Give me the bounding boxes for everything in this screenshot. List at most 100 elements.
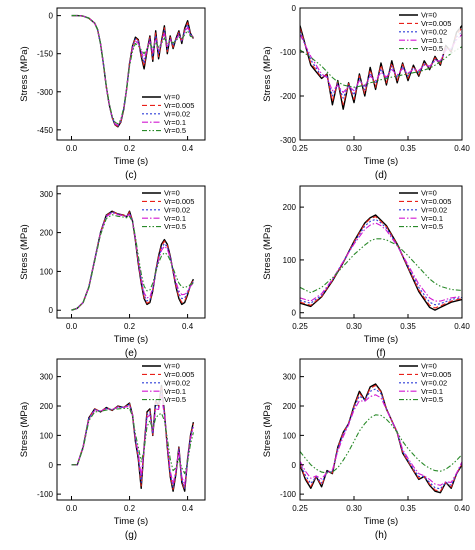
legend-box (396, 361, 460, 405)
legend-box (139, 361, 203, 405)
x-axis-label: Time (s) (364, 156, 398, 167)
legend-label: Vr=0.1 (421, 214, 443, 223)
legend-label: Vr=0.02 (164, 205, 190, 214)
y-tick-label: 0 (292, 461, 297, 470)
legend-label: Vr=0.02 (164, 378, 190, 387)
y-tick-label: -300 (37, 88, 54, 97)
y-tick-label: 200 (283, 402, 297, 411)
chart-panel: 0.0 0.2 0.4 0 100 200 300 Time (s) Stress (MPa) (… (19, 185, 206, 359)
panel-label: (d) (375, 170, 387, 181)
x-axis-label: Time (s) (364, 334, 398, 345)
x-tick-label: 0.25 (292, 144, 308, 153)
x-tick-label: 0.0 (66, 504, 78, 513)
y-axis-label: Stress (MPa) (262, 402, 273, 457)
legend-label: Vr=0.5 (164, 222, 186, 231)
y-tick-label: 0 (49, 306, 54, 315)
series-line (300, 388, 462, 490)
legend-label: Vr=0.005 (164, 197, 194, 206)
x-axis-label: Time (s) (114, 156, 148, 167)
panel-label: (h) (375, 530, 387, 541)
y-axis-label: Stress (MPa) (19, 402, 30, 457)
y-tick-label: 0 (49, 461, 54, 470)
legend-label: Vr=0.02 (421, 27, 447, 36)
y-tick-label: 300 (40, 190, 54, 199)
x-tick-label: 0.25 (292, 322, 308, 331)
series-line (71, 15, 194, 125)
series-line (71, 15, 194, 126)
plot-frame (56, 7, 206, 141)
series-line (300, 394, 462, 486)
x-tick-label: 0.30 (346, 504, 362, 513)
legend-box (139, 92, 203, 136)
x-tick-label: 0.40 (454, 322, 470, 331)
legend-label: Vr=0 (421, 189, 437, 198)
series-line (71, 396, 194, 486)
series-line (300, 27, 462, 106)
series-line (71, 211, 194, 311)
y-tick-label: 200 (283, 203, 297, 212)
panel-label: (c) (125, 170, 137, 181)
plot-frame (56, 185, 206, 319)
series-line (300, 34, 462, 94)
chart-panel: 0.25 0.30 0.35 0.40 0 -100 -200 -300 Time (s) Str… (262, 4, 470, 181)
legend-label: Vr=0.02 (421, 205, 447, 214)
series-line (300, 218, 462, 306)
y-tick-label: 200 (40, 402, 54, 411)
legend-label: Vr=0.1 (164, 387, 186, 396)
y-tick-label: 100 (40, 267, 54, 276)
legend-label: Vr=0.1 (164, 118, 186, 127)
x-tick-label: 0.35 (400, 144, 416, 153)
y-tick-label: 300 (40, 373, 54, 382)
legend-box (396, 188, 460, 232)
x-axis-label: Time (s) (364, 516, 398, 527)
x-tick-label: 0.2 (124, 144, 136, 153)
y-tick-label: 100 (283, 431, 297, 440)
x-axis-label: Time (s) (114, 516, 148, 527)
x-axis-label: Time (s) (114, 334, 148, 345)
y-tick-label: -450 (37, 126, 54, 135)
x-tick-label: 0.2 (124, 322, 136, 331)
series-line (300, 46, 462, 88)
legend-label: Vr=0.005 (421, 370, 451, 379)
y-tick-label: 200 (40, 229, 54, 238)
y-tick-label: -300 (280, 136, 297, 145)
series-line (300, 414, 462, 474)
plot-frame (299, 358, 463, 501)
series-line (71, 390, 194, 489)
x-tick-label: 0.4 (182, 322, 194, 331)
legend-label: Vr=0.1 (421, 36, 443, 45)
plot-frame (299, 7, 463, 141)
x-tick-label: 0.30 (346, 144, 362, 153)
legend-label: Vr=0.005 (164, 101, 194, 110)
legend-label: Vr=0.5 (421, 395, 443, 404)
series-line (71, 211, 194, 311)
legend-label: Vr=0.005 (421, 19, 451, 28)
x-tick-label: 0.30 (346, 322, 362, 331)
y-tick-label: -150 (37, 50, 54, 59)
series-line (300, 238, 462, 294)
chart-panel: 0.0 0.2 0.4 -100 0 100 200 300 Time (s) Stress (M… (19, 358, 206, 541)
legend-box (139, 188, 203, 232)
legend-label: Vr=0 (421, 11, 437, 20)
legend-label: Vr=0.1 (421, 387, 443, 396)
chart-panel: 0.25 0.30 0.35 0.40 0 100 200 Time (s) Stress (M… (262, 185, 470, 359)
x-tick-label: 0.0 (66, 144, 78, 153)
y-tick-label: 100 (40, 431, 54, 440)
legend-label: Vr=0 (421, 362, 437, 371)
series-line (300, 384, 462, 492)
y-tick-label: 0 (49, 12, 54, 21)
legend-label: Vr=0.005 (164, 370, 194, 379)
chart-panel: 0.25 0.30 0.35 0.40 -100 0 100 200 300 Time (s) St… (262, 358, 470, 541)
legend-label: Vr=0.5 (421, 222, 443, 231)
y-tick-label: 100 (283, 256, 297, 265)
series-line (71, 407, 194, 475)
x-tick-label: 0.40 (454, 144, 470, 153)
panel-label: (f) (376, 348, 385, 359)
y-tick-label: 0 (292, 4, 297, 13)
legend-label: Vr=0.02 (164, 109, 190, 118)
